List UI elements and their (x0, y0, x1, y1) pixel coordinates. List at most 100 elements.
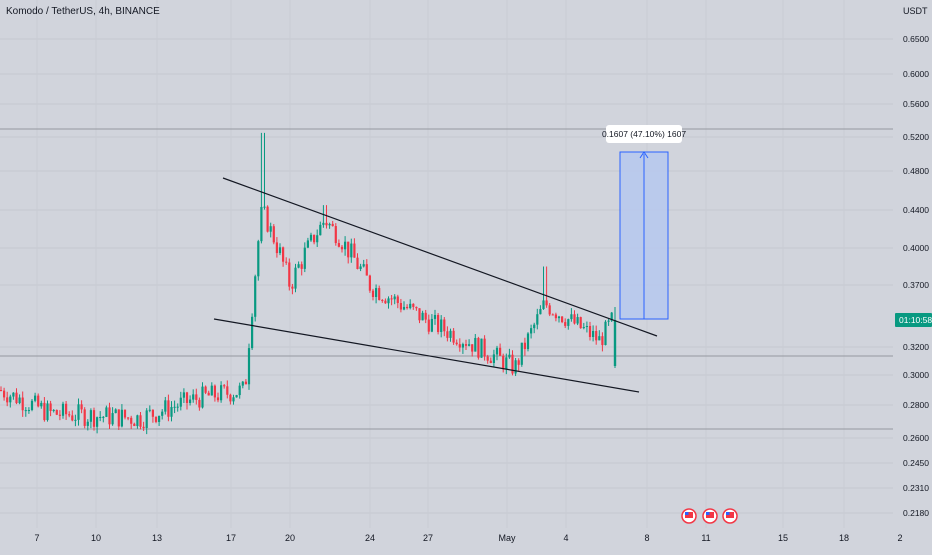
candle-body (564, 322, 567, 326)
candle-body (452, 330, 455, 343)
economic-events[interactable] (681, 508, 738, 524)
trendlines[interactable] (213, 177, 658, 393)
us-flag-event-icon[interactable] (681, 508, 697, 524)
candle-body (27, 410, 30, 412)
candle-body (300, 264, 303, 269)
candle-body (204, 386, 207, 393)
candle-body (316, 235, 319, 243)
candle-body (325, 222, 328, 226)
time-tick-label: 13 (152, 533, 162, 543)
candle-body (309, 234, 313, 241)
candle-body (176, 406, 179, 408)
candle-body (278, 247, 282, 254)
candle-body (607, 320, 610, 322)
candle-body (350, 243, 353, 258)
candle-body (58, 414, 61, 416)
candle-body (254, 276, 257, 317)
candle-body (480, 338, 483, 358)
candle-body (161, 411, 164, 416)
candle-body (474, 337, 477, 352)
candle-body (266, 206, 269, 232)
candle-body (387, 298, 390, 304)
candle-body (61, 403, 65, 416)
flag-canton (706, 512, 710, 515)
us-flag-event-icon[interactable] (722, 508, 738, 524)
candle-body (446, 331, 449, 338)
candle-body (406, 306, 409, 309)
current-price-label: 01:10:58 (899, 315, 932, 325)
candle-body (120, 409, 123, 427)
upper-trendline[interactable] (222, 177, 658, 337)
candle-body (455, 342, 458, 345)
candle-body (65, 403, 68, 415)
candle-body (167, 400, 170, 417)
candle-body (164, 400, 167, 412)
candle-body (526, 333, 530, 350)
candle-body (173, 406, 176, 408)
candle-body (433, 314, 437, 319)
price-axis[interactable]: 0.6500 0.6000 0.5600 0.5200 0.4800 0.4400 0.40… (893, 0, 932, 550)
price-tick-label: 0.5200 (903, 132, 929, 142)
candle-body (285, 261, 288, 263)
candle-body (9, 396, 12, 403)
time-tick-label: 24 (365, 533, 375, 543)
candle-body (489, 360, 492, 364)
candle-body (375, 288, 378, 297)
lower-trendline[interactable] (213, 318, 640, 393)
candle-body (52, 409, 55, 411)
time-tick-label: May (498, 533, 516, 543)
candle-body (247, 348, 251, 385)
candle-body (492, 354, 495, 364)
candle-body (263, 206, 266, 208)
candle-body (86, 421, 89, 426)
candle-body (111, 413, 114, 425)
candle-body (359, 266, 362, 269)
candle-body (353, 243, 356, 258)
time-tick-label: 11 (701, 533, 710, 543)
candle-body (68, 414, 71, 416)
candle-body (458, 344, 461, 348)
candle-body (437, 314, 440, 332)
time-axis[interactable]: 7 10 13 17 20 24 27 May 4 8 11 15 18 2 (0, 528, 932, 550)
candle-body (123, 409, 127, 418)
candle-body (232, 397, 235, 402)
price-tick-label: 0.2800 (903, 400, 929, 410)
current-price-badge[interactable] (895, 313, 932, 327)
candle-body (505, 357, 508, 370)
flag-canton (726, 512, 730, 515)
time-tick-label: 10 (91, 533, 101, 543)
candle-body (471, 344, 474, 352)
candle-body (96, 417, 99, 427)
price-tick-label: 0.2180 (903, 508, 929, 518)
candle-body (409, 303, 412, 309)
candle-body (148, 409, 151, 411)
candle-body (195, 394, 198, 400)
candle-body (530, 328, 533, 334)
candle-body (189, 399, 192, 403)
candle-body (517, 360, 520, 365)
candle-body (220, 385, 223, 401)
candle-body (74, 419, 77, 421)
us-flag-event-icon[interactable] (702, 508, 718, 524)
price-tick-label: 0.6000 (903, 69, 929, 79)
candle-body (257, 241, 260, 277)
candle-body (92, 410, 96, 427)
candle-body (229, 394, 232, 402)
candle-body (306, 240, 309, 248)
candle-body (381, 300, 384, 302)
measure-tool[interactable]: 0.1607 (47.10%) 1607 (602, 125, 686, 320)
candle-body (464, 344, 468, 346)
candle-body (43, 402, 46, 421)
candle-body (523, 342, 526, 350)
candle-body (393, 296, 396, 300)
candle-body (105, 407, 108, 417)
candle-body (223, 385, 226, 387)
candle-body (557, 316, 561, 319)
candle-body (213, 385, 216, 398)
candle-body (207, 392, 210, 396)
candle-body (440, 319, 443, 332)
candle-body (282, 247, 285, 262)
candle-body (486, 356, 489, 361)
candle-body (80, 404, 83, 410)
